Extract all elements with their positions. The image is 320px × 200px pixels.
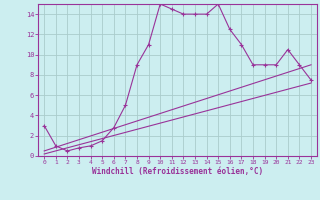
X-axis label: Windchill (Refroidissement éolien,°C): Windchill (Refroidissement éolien,°C): [92, 167, 263, 176]
